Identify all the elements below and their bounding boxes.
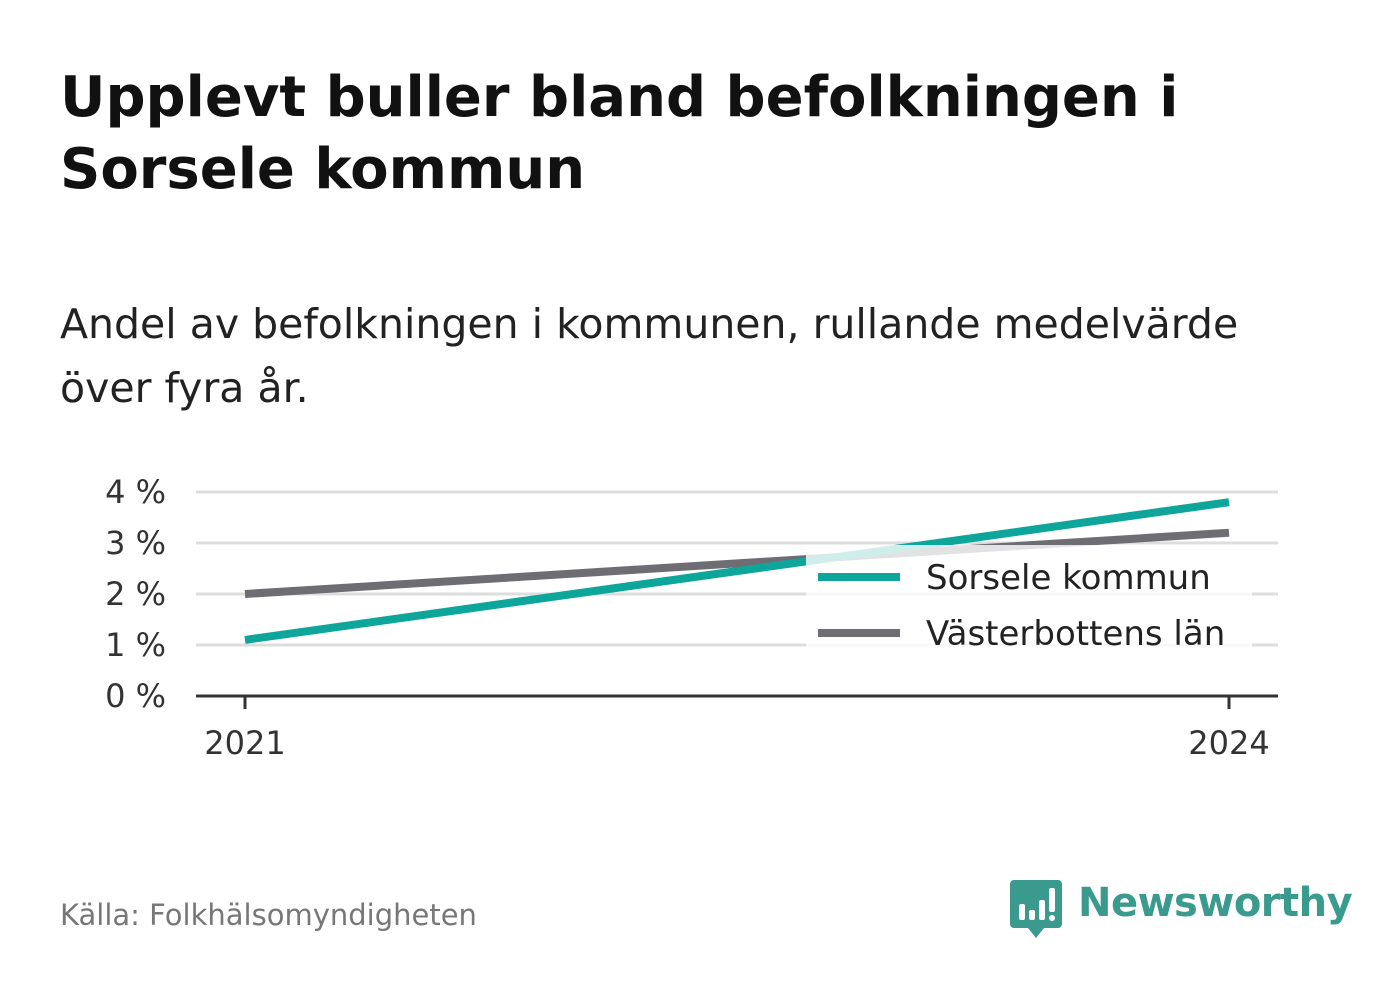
brand-name: Newsworthy <box>1078 880 1353 926</box>
legend-label: Västerbottens län <box>926 614 1225 654</box>
y-tick-label: 0 % <box>105 677 166 715</box>
source-note: Källa: Folkhälsomyndigheten <box>60 898 477 932</box>
newsworthy-logo-icon <box>1010 880 1062 938</box>
x-axis: 2021 2024 <box>196 694 1278 762</box>
y-tick-label: 4 % <box>105 473 166 511</box>
chart-title: Upplevt buller bland befolkningen i Sors… <box>60 65 1179 202</box>
chart-subtitle: Andel av befolkningen i kommunen, rullan… <box>60 300 1239 412</box>
x-tick-label: 2024 <box>1188 724 1269 762</box>
x-tick-label: 2021 <box>204 724 285 762</box>
y-tick-label: 1 % <box>105 626 166 664</box>
series-line <box>244 498 1230 644</box>
y-tick-label: 3 % <box>105 524 166 562</box>
legend: Sorsele kommun Västerbottens län <box>806 545 1252 654</box>
series-lines <box>244 498 1230 644</box>
brand-logo: Newsworthy <box>1010 878 1353 944</box>
legend-label: Sorsele kommun <box>926 558 1211 598</box>
series-line <box>244 528 1230 598</box>
y-tick-label: 2 % <box>105 575 166 613</box>
y-axis-labels: 0 % 1 % 2 % 3 % 4 % <box>105 473 166 715</box>
